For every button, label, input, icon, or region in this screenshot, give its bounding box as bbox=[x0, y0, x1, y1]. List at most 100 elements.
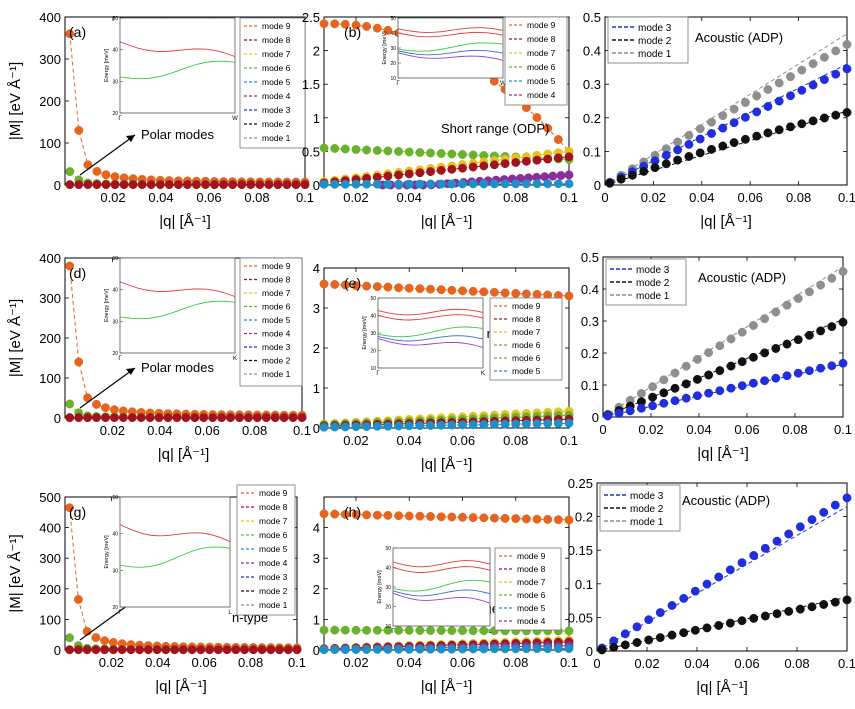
data-point bbox=[137, 180, 147, 190]
data-point bbox=[632, 622, 642, 632]
data-point bbox=[543, 179, 553, 189]
x-axis-label: |q| [Å⁻¹] bbox=[421, 213, 473, 230]
ytick-label: 200 bbox=[39, 582, 61, 597]
data-point bbox=[447, 164, 457, 174]
data-point bbox=[173, 180, 183, 190]
data-point bbox=[383, 171, 393, 181]
data-point bbox=[92, 166, 102, 176]
data-point bbox=[704, 370, 714, 380]
ytick-label: 0.5 bbox=[302, 144, 320, 159]
xtick-label: 0.02 bbox=[100, 190, 125, 205]
fit-line bbox=[602, 266, 844, 418]
data-point bbox=[100, 645, 110, 655]
data-point bbox=[714, 621, 724, 630]
data-point bbox=[65, 503, 75, 513]
data-point bbox=[65, 180, 75, 190]
data-point bbox=[83, 413, 93, 423]
legend-label: mode 3 bbox=[630, 491, 664, 502]
data-point bbox=[679, 628, 689, 638]
inset-xlabel-end: W bbox=[232, 116, 238, 122]
legend-label: mode 2 bbox=[636, 278, 670, 289]
data-point bbox=[383, 421, 393, 431]
data-point bbox=[670, 383, 680, 393]
data-point bbox=[684, 152, 694, 161]
xtick-label: 0.1 bbox=[834, 422, 852, 437]
inset-ytick-label: 20 bbox=[112, 351, 118, 357]
data-point bbox=[458, 163, 467, 173]
data-point bbox=[372, 23, 382, 33]
data-point bbox=[372, 644, 382, 654]
data-point bbox=[479, 420, 489, 430]
data-point bbox=[553, 418, 563, 428]
xtick-label: 0.06 bbox=[734, 656, 759, 671]
data-point bbox=[760, 314, 770, 324]
data-point bbox=[394, 283, 404, 293]
xtick-label: 0.08 bbox=[786, 190, 811, 205]
data-point bbox=[521, 156, 531, 166]
ytick-label: 4 bbox=[313, 521, 320, 536]
data-point bbox=[511, 644, 521, 654]
data-point bbox=[458, 420, 467, 430]
data-point bbox=[667, 630, 677, 640]
data-point bbox=[143, 645, 153, 655]
data-point bbox=[774, 96, 784, 106]
data-point bbox=[273, 180, 283, 190]
legend-label: mode 6 bbox=[517, 590, 546, 600]
data-point bbox=[319, 509, 329, 519]
data-point bbox=[808, 59, 818, 69]
data-point bbox=[404, 179, 414, 189]
data-point bbox=[261, 413, 271, 423]
data-point bbox=[838, 267, 848, 277]
ytick-label: 0 bbox=[592, 410, 599, 425]
data-point bbox=[827, 273, 837, 283]
data-point bbox=[426, 148, 435, 158]
legend-label: mode 7 bbox=[512, 327, 541, 337]
xtick-label: 0.02 bbox=[634, 656, 659, 671]
legend-label: mode 7 bbox=[262, 288, 291, 298]
data-point bbox=[101, 413, 110, 423]
data-point bbox=[729, 104, 739, 114]
inset-dispersion-curve bbox=[392, 592, 491, 604]
data-point bbox=[404, 511, 414, 521]
data-point bbox=[553, 179, 563, 189]
data-point bbox=[479, 644, 489, 654]
legend-box bbox=[489, 297, 563, 381]
data-point bbox=[690, 586, 700, 596]
data-point bbox=[330, 422, 340, 432]
data-point bbox=[468, 179, 478, 189]
xtick-label: 0.06 bbox=[450, 433, 475, 448]
data-point bbox=[383, 625, 393, 635]
xtick-label: 0.08 bbox=[503, 433, 528, 448]
inset-ytick-label: 30 bbox=[385, 585, 391, 591]
data-point bbox=[447, 179, 457, 189]
data-point bbox=[511, 419, 521, 429]
data-point bbox=[319, 645, 329, 655]
xtick-label: 0.1 bbox=[560, 655, 578, 670]
data-point bbox=[74, 357, 84, 367]
inset-dispersion-curve bbox=[377, 335, 484, 342]
legend-label: mode 7 bbox=[527, 48, 556, 58]
legend-label: mode 6 bbox=[262, 63, 291, 73]
legend-label: mode 8 bbox=[512, 314, 541, 324]
legend-label: mode 9 bbox=[262, 261, 291, 271]
data-point bbox=[415, 284, 425, 294]
legend-label: mode 5 bbox=[262, 315, 291, 325]
data-point bbox=[235, 413, 244, 423]
arrow-head bbox=[126, 135, 135, 142]
inset-ytick-label: 20 bbox=[112, 111, 118, 117]
inset-ytick-label: 40 bbox=[112, 288, 118, 294]
legend-label: mode 1 bbox=[636, 291, 670, 302]
data-point bbox=[101, 170, 111, 180]
data-point bbox=[362, 625, 372, 635]
data-point bbox=[648, 382, 658, 392]
chart-title: Acoustic (ADP) bbox=[695, 30, 783, 45]
data-point bbox=[351, 510, 361, 520]
data-point bbox=[808, 80, 818, 90]
inset-ytick-label: 10 bbox=[390, 76, 396, 82]
data-point bbox=[458, 179, 467, 189]
inset-dispersion-curve bbox=[119, 281, 236, 298]
data-point bbox=[319, 625, 329, 635]
data-point bbox=[564, 515, 574, 525]
y-axis-label: |M| [eV Å⁻¹] bbox=[7, 62, 24, 140]
data-point bbox=[737, 357, 747, 367]
